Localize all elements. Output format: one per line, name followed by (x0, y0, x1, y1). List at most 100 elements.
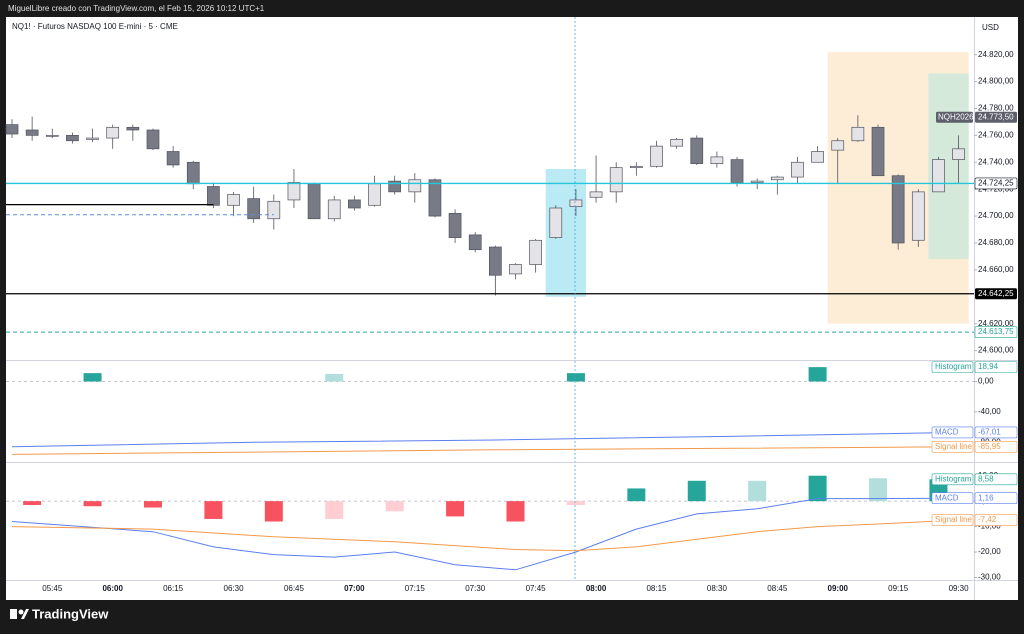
indicator-line (11, 497, 959, 571)
histogram-bar (808, 367, 827, 382)
candle-body (710, 156, 724, 164)
indicator-value: 18,94 (978, 362, 999, 371)
candle-body (86, 137, 99, 140)
indicator-value-box (974, 426, 1018, 439)
candle-body (952, 148, 965, 160)
candle-body (831, 140, 845, 151)
indicator-value-box (974, 514, 1018, 526)
indicator-value-box (974, 492, 1018, 505)
legend-box (931, 492, 974, 505)
legend-label: MACD (935, 493, 959, 502)
candle-body (891, 175, 905, 244)
candle-body (750, 180, 764, 183)
histogram-bar (204, 501, 223, 519)
brand-logo (10, 609, 29, 619)
candle-body (428, 179, 442, 217)
level-label: 24.642,25 (978, 289, 1014, 298)
y-tick-label: 0,00 (978, 377, 994, 386)
candle-body (468, 234, 482, 251)
histogram-bar (687, 480, 706, 502)
legend-box (931, 361, 974, 373)
candle-body (45, 135, 59, 137)
candle-body (770, 176, 784, 181)
candle-body (146, 129, 160, 150)
candle-body (690, 137, 704, 164)
histogram-bar (385, 501, 404, 512)
candle-body (368, 183, 381, 206)
y-tick-label: -30,00 (978, 573, 1001, 582)
candle-body (106, 126, 120, 139)
indicator-value-box (974, 361, 1018, 373)
candle-body (408, 179, 422, 193)
candle-body (650, 145, 663, 167)
candle-body (549, 207, 563, 238)
histogram-bar (83, 373, 102, 382)
histogram-bar (506, 501, 525, 522)
legend-label: Histogram (935, 362, 972, 371)
histogram-bar (627, 488, 646, 502)
histogram-bar (446, 501, 465, 517)
candle-body (66, 135, 79, 142)
x-tick-label: 06:45 (284, 584, 305, 593)
x-tick-label: 08:30 (707, 584, 728, 593)
header: MiguelLibre creado con TradingView.com, … (8, 4, 265, 13)
candle-body (227, 194, 240, 206)
y-tick-label: 24.800,00 (978, 77, 1014, 86)
candle-body (569, 199, 583, 208)
legend-box (931, 426, 974, 439)
y-tick-label: 24.700,00 (978, 211, 1014, 220)
indicator-value: -67,01 (978, 428, 1001, 437)
indicator-value-box (974, 440, 1018, 453)
candle-body (811, 151, 824, 163)
candle-body (307, 183, 321, 220)
candle-body (348, 199, 361, 209)
y-tick-label: -10,00 (978, 522, 1001, 531)
level-label-box (974, 326, 1018, 338)
candle-body (388, 180, 402, 193)
candle-body (247, 198, 261, 220)
legend-box (931, 473, 974, 486)
histogram-bar (325, 373, 344, 382)
candle-body (529, 239, 542, 265)
x-tick-label: 07:30 (465, 584, 486, 593)
y-tick-label: 24.600,00 (978, 346, 1014, 355)
last-price-name-box (936, 111, 973, 123)
histogram-bar (869, 478, 888, 502)
y-tick-label: 24.740,00 (978, 157, 1014, 166)
histogram-bar (566, 373, 585, 382)
legend-label: Signal line (935, 442, 972, 451)
indicator-value: 1,16 (978, 493, 994, 502)
candle-body (166, 151, 180, 166)
y-tick-label: -20,00 (978, 547, 1001, 556)
currency: USD (982, 23, 999, 32)
indicator-value: -7,42 (978, 515, 997, 524)
histogram-bar (748, 480, 767, 502)
level-label: 24.613,75 (978, 327, 1014, 336)
candle-body (730, 159, 744, 183)
candle-body (629, 165, 643, 169)
candle-body (589, 191, 603, 198)
histogram-bar (566, 501, 585, 505)
y-tick-label: 24.660,00 (978, 265, 1014, 274)
last-price-box (975, 111, 1017, 123)
chart-title: NQ1! · Futuros NASDAQ 100 E-mini · 5 · C… (12, 22, 178, 31)
last-price-name: NQH2026 (938, 112, 974, 121)
brand: TradingView (32, 606, 109, 621)
indicator-line (11, 519, 959, 552)
candle-body (932, 159, 945, 193)
marks (5, 115, 974, 571)
candle-body (186, 161, 200, 185)
x-tick-label: 08:00 (586, 584, 607, 593)
candle-body (126, 126, 140, 131)
legend-label: Signal line (935, 515, 972, 524)
y-tick-label: 24.820,00 (978, 50, 1014, 59)
legend-label: Histogram (935, 474, 972, 483)
x-tick-label: 09:00 (828, 584, 849, 593)
x-tick-label: 06:30 (224, 584, 245, 593)
candle-body (609, 167, 623, 193)
x-tick-label: 07:00 (344, 584, 365, 593)
histogram-bar (808, 475, 827, 502)
x-tick-label: 09:30 (949, 584, 970, 593)
